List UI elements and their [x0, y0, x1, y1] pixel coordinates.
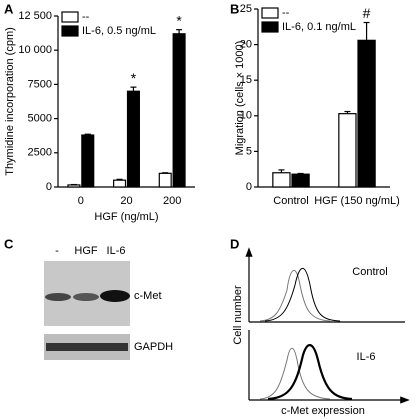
x-axis-label: HGF (ng/mL) [94, 211, 158, 223]
legend-label: IL-6, 0.1 ng/mL [282, 21, 356, 33]
y-axis-label: Thymidine incorporation (cpm) [4, 27, 16, 176]
bar [272, 172, 291, 188]
bar [126, 90, 140, 188]
bar [172, 33, 186, 188]
blot-band [100, 290, 130, 302]
y-tick-label: 0 [46, 181, 52, 193]
lane-label: HGF [74, 245, 98, 257]
y-tick-label: 25 [240, 3, 252, 15]
bar [357, 39, 376, 188]
histogram [259, 347, 331, 400]
y-axis-label: Migration (cells × 1000) [234, 41, 246, 156]
bar [338, 113, 357, 188]
histogram [267, 344, 353, 401]
band-label: GAPDH [134, 341, 173, 353]
y-tick-label: 2500 [28, 147, 52, 159]
condition-label: Control [352, 266, 387, 278]
x-tick-label: 0 [78, 195, 84, 207]
blot-band [46, 343, 128, 351]
x-tick-label: HGF (150 ng/mL) [314, 195, 400, 207]
legend-label: IL-6, 0.5 ng/mL [82, 25, 156, 37]
lane-label: - [55, 245, 59, 257]
x-tick-label: 20 [120, 195, 132, 207]
y-tick-label: 10 [240, 110, 252, 122]
bar [158, 172, 172, 188]
y-tick-label: 10 000 [18, 44, 52, 56]
significance-mark: * [176, 12, 182, 28]
histogram [264, 267, 341, 322]
histogram [259, 270, 331, 322]
bar [67, 184, 81, 188]
band-label: c-Met [134, 290, 162, 302]
bar [291, 173, 310, 188]
blot-band [73, 293, 99, 301]
y-tick-label: 7500 [28, 78, 52, 90]
y-tick-label: 5000 [28, 113, 52, 125]
panel-label: C [4, 236, 14, 251]
lane-label: IL-6 [107, 245, 126, 257]
legend-swatch [61, 11, 79, 23]
x-tick-label: Control [273, 195, 308, 207]
significance-mark: # [363, 5, 371, 21]
panel-label: D [230, 236, 239, 251]
y-axis-label: Cell number [232, 285, 244, 345]
significance-mark: * [131, 70, 137, 86]
legend-swatch [261, 21, 279, 33]
blot-band [45, 293, 71, 301]
legend-swatch [261, 7, 279, 19]
condition-label: IL-6 [357, 351, 376, 363]
legend-label: -- [82, 11, 90, 23]
x-axis-label: c-Met expression [281, 405, 365, 417]
panel-label: B [230, 1, 239, 16]
y-tick-label: 0 [246, 181, 252, 193]
y-tick-label: 20 [240, 39, 252, 51]
bar [81, 134, 95, 188]
y-tick-label: 15 [240, 74, 252, 86]
legend-swatch [61, 25, 79, 37]
bar [113, 179, 127, 188]
panel-label: A [4, 1, 14, 16]
legend-label: -- [282, 7, 290, 19]
x-tick-label: 200 [163, 195, 181, 207]
y-tick-label: 5 [246, 145, 252, 157]
y-tick-label: 12 500 [18, 10, 52, 22]
